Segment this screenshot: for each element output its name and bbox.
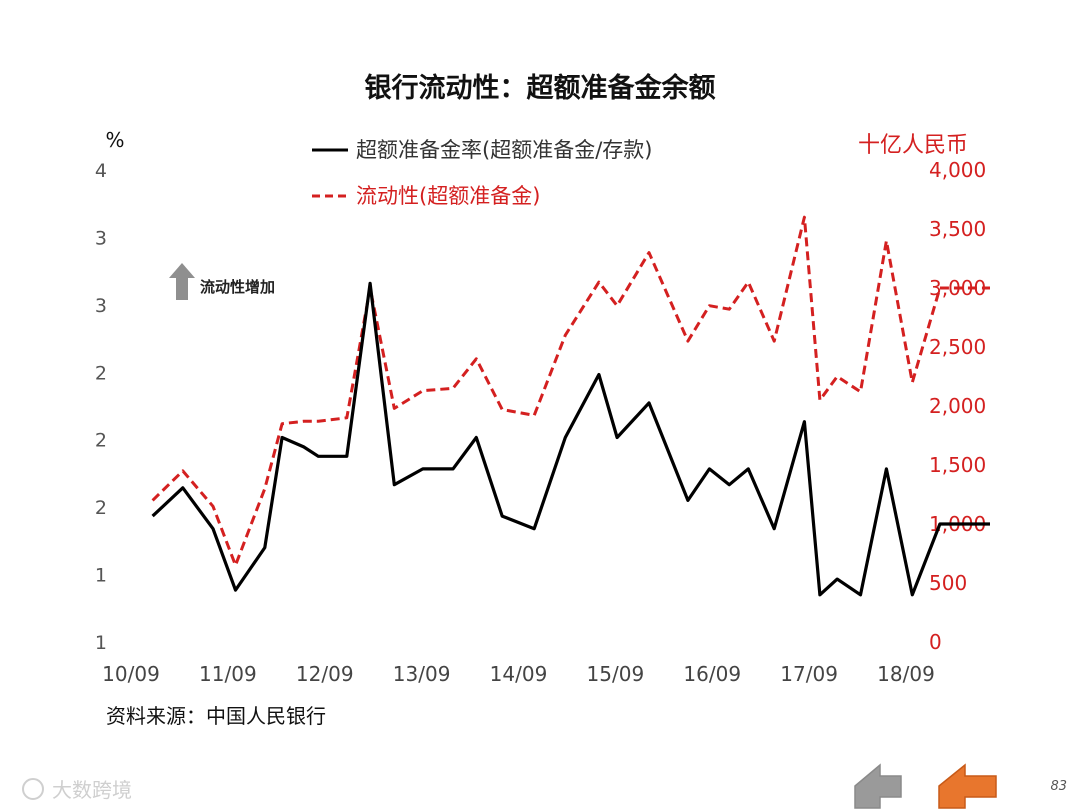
annotation: 流动性增加: [169, 263, 275, 300]
x-axis-ticks: 10/09 11/09 12/09 13/09 14/09 15/09 16/09 17/09…: [102, 662, 935, 686]
x-tick-label: 13/09: [393, 662, 451, 686]
chart-title: 银行流动性：超额准备金余额: [365, 72, 716, 104]
legend-label-ratio: 超额准备金率(超额准备金/存款): [356, 138, 652, 162]
left-tick-label: 1: [95, 565, 107, 587]
x-tick-label: 16/09: [683, 662, 741, 686]
x-tick-label: 11/09: [199, 662, 257, 686]
left-tick-label: 4: [95, 160, 107, 182]
left-tick-label: 1: [95, 632, 107, 654]
up-arrow-icon: [169, 263, 195, 300]
series-layer: [151, 215, 990, 597]
x-tick-label: 15/09: [587, 662, 645, 686]
x-tick-label: 17/09: [780, 662, 838, 686]
left-axis-unit: %: [105, 128, 124, 152]
right-axis-unit: 十亿人民币: [858, 133, 968, 158]
left-tick-label: 3: [95, 227, 107, 249]
right-tick-label: 2,500: [929, 335, 986, 359]
right-tick-label: 1,500: [929, 453, 986, 477]
watermark: 大数跨境: [22, 778, 132, 802]
previous-slide-arrow-icon[interactable]: [854, 763, 902, 809]
legend: 超额准备金率(超额准备金/存款) 流动性(超额准备金): [312, 138, 652, 208]
source-note: 资料来源：中国人民银行: [106, 704, 326, 728]
x-tick-label: 10/09: [102, 662, 160, 686]
left-tick-label: 2: [95, 430, 107, 452]
right-tick-label: 3,500: [929, 217, 986, 241]
series-line-reserve-ratio: [151, 281, 990, 597]
right-tick-label: 4,000: [929, 158, 986, 182]
legend-label-liquidity: 流动性(超额准备金): [356, 184, 540, 208]
x-tick-label: 12/09: [296, 662, 354, 686]
left-tick-label: 2: [95, 362, 107, 384]
annotation-label: 流动性增加: [200, 278, 275, 296]
x-tick-label: 14/09: [490, 662, 548, 686]
page-number: 83: [1050, 779, 1067, 794]
x-tick-label: 18/09: [877, 662, 935, 686]
watermark-logo-icon: [22, 778, 44, 800]
left-tick-label: 2: [95, 497, 107, 519]
left-axis-ticks: 1 1 2 2 2 3 3 4: [95, 160, 107, 654]
watermark-text: 大数跨境: [52, 778, 132, 802]
series-line-liquidity: [151, 215, 990, 567]
right-tick-label: 0: [929, 630, 942, 654]
right-tick-label: 500: [929, 571, 967, 595]
left-tick-label: 3: [95, 295, 107, 317]
next-slide-arrow-icon[interactable]: [938, 763, 997, 809]
right-tick-label: 2,000: [929, 394, 986, 418]
